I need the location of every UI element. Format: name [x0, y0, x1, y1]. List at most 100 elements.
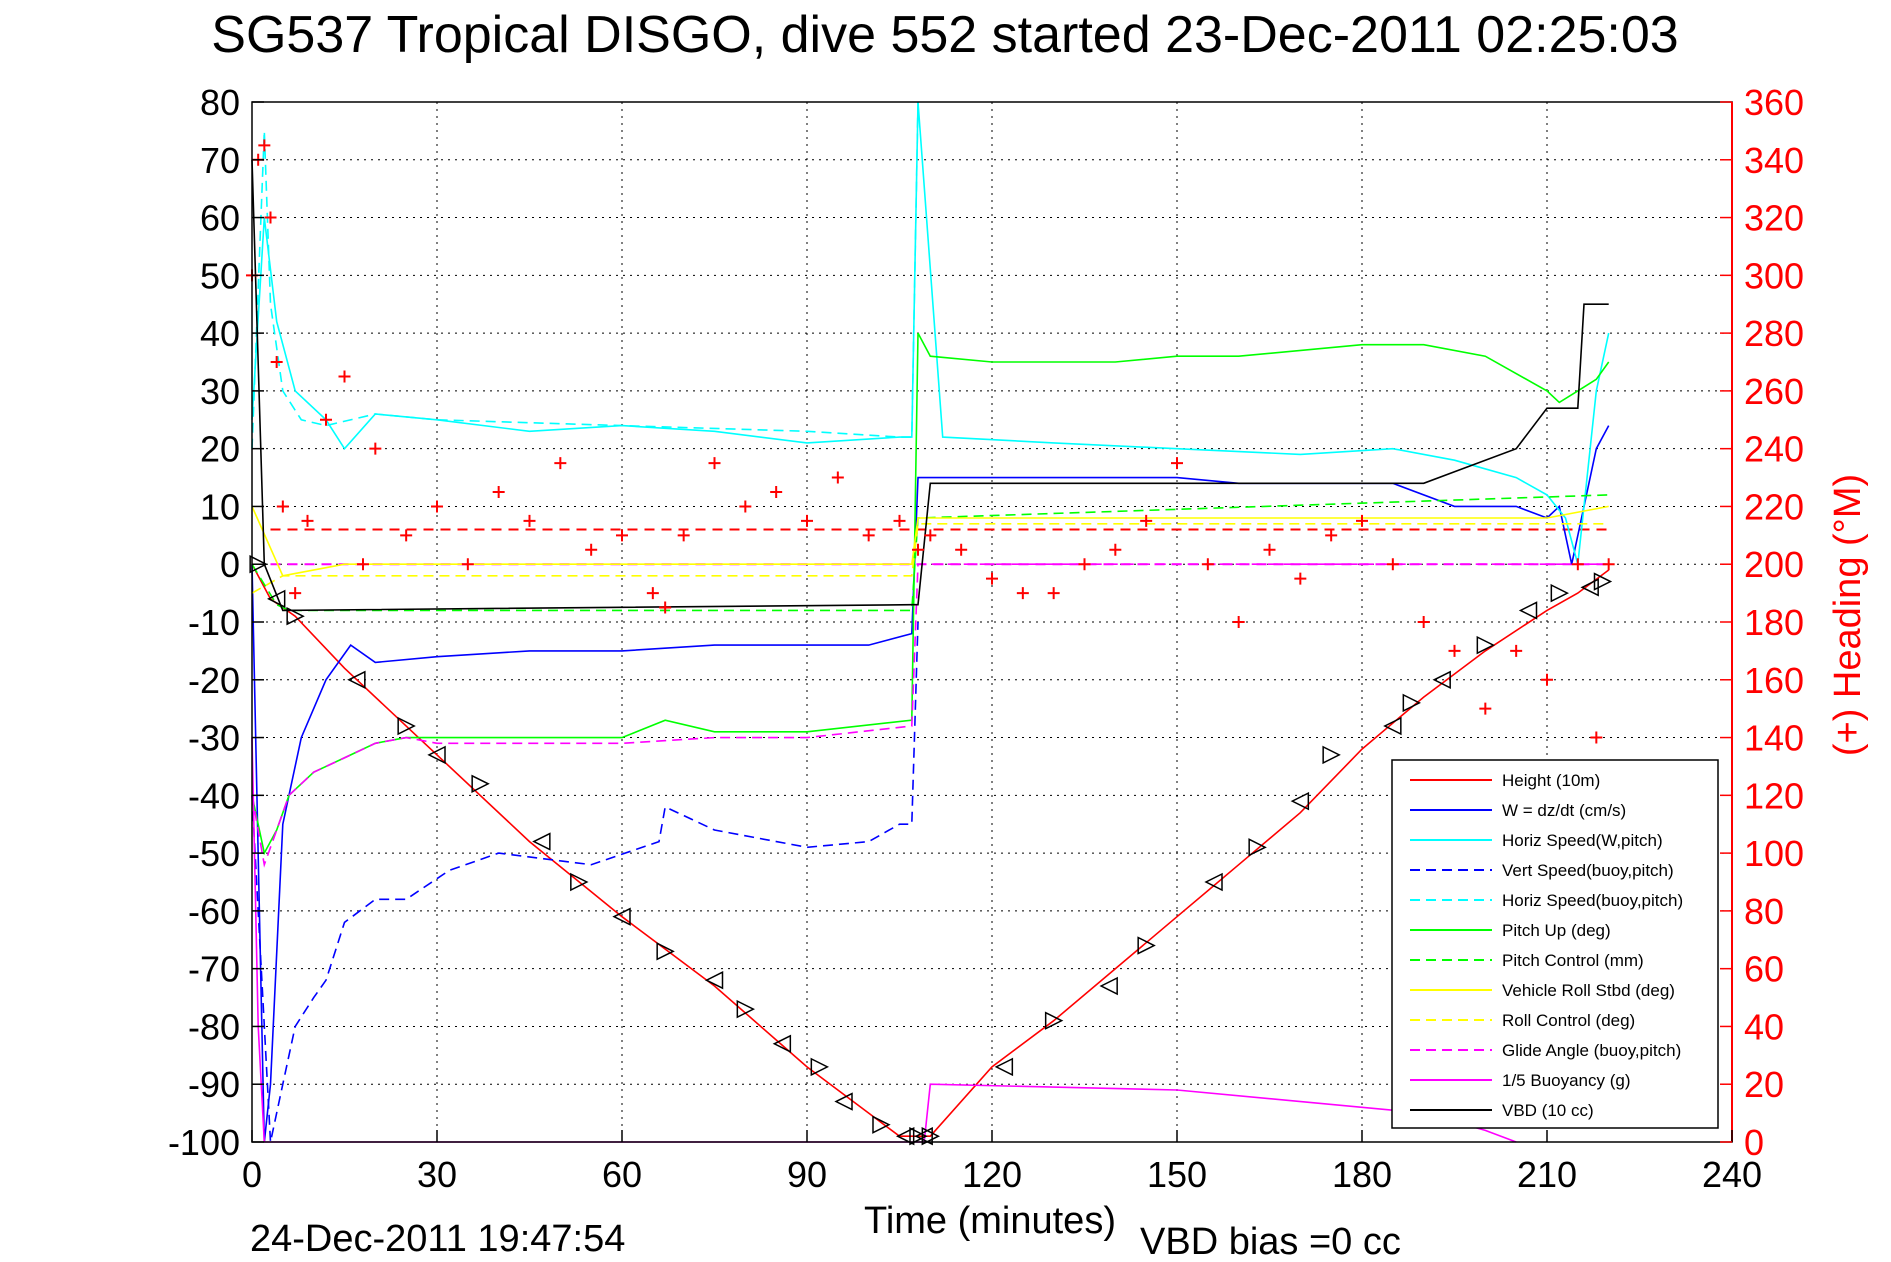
height-triangle-marker — [570, 872, 589, 892]
y-tick-label: -50 — [188, 833, 240, 874]
heading-point — [955, 543, 968, 556]
height-triangle-marker — [1402, 693, 1422, 713]
y-tick-label: -60 — [188, 891, 240, 932]
y2-tick-label: 260 — [1744, 371, 1804, 412]
legend-label: VBD (10 cc) — [1502, 1101, 1594, 1120]
footer-timestamp: 24-Dec-2011 19:47:54 — [250, 1218, 625, 1260]
y2-tick-label: 140 — [1744, 718, 1804, 759]
heading-point — [1047, 587, 1060, 600]
height-triangle-marker — [704, 971, 724, 990]
height-triangle-marker — [266, 589, 286, 609]
heading-point — [1078, 558, 1091, 571]
height-triangle-marker — [736, 999, 756, 1019]
heading-point — [659, 601, 672, 614]
height-triangle-marker — [249, 555, 268, 574]
series-line-2 — [251, 101, 1610, 565]
heading-point — [801, 514, 813, 527]
y2-tick-label: 180 — [1744, 602, 1804, 643]
heading-point — [1201, 558, 1214, 571]
y-tick-label: 60 — [200, 198, 240, 239]
heading-point — [523, 514, 536, 527]
y2-tick-label: 280 — [1744, 313, 1804, 354]
y-tick-label: -80 — [188, 1006, 240, 1047]
x-tick-label: 0 — [242, 1154, 262, 1195]
series-line-8 — [251, 522, 1609, 594]
y-tick-label: -100 — [168, 1122, 240, 1163]
y-tick-label: 70 — [200, 140, 240, 181]
series-line-0 — [251, 563, 1610, 1137]
heading-point — [357, 558, 369, 571]
heading-point — [1263, 543, 1276, 556]
heading-point — [770, 486, 783, 498]
height-triangle-marker — [286, 607, 305, 626]
y2-tick-label: 0 — [1744, 1122, 1764, 1163]
legend-label: Roll Control (deg) — [1502, 1011, 1635, 1030]
heading-point — [320, 413, 332, 426]
y2-axis-label: (+) Heading (°M) — [1827, 474, 1869, 756]
height-triangle-marker — [834, 1092, 853, 1111]
y-tick-label: 10 — [200, 486, 240, 527]
height-triangle-marker — [1550, 583, 1570, 603]
heading-point — [893, 514, 906, 527]
height-triangle-marker — [772, 1034, 792, 1053]
height-triangle-marker — [994, 1057, 1014, 1077]
heading-point — [912, 543, 924, 556]
height-triangle-marker — [909, 1127, 928, 1146]
footer-vbd-bias: VBD bias =0 cc — [1140, 1221, 1401, 1262]
heading-point — [369, 442, 382, 455]
y2-tick-label: 300 — [1744, 255, 1804, 296]
heading-point — [1325, 529, 1338, 542]
heading-point — [264, 211, 277, 224]
y-tick-label: 20 — [200, 429, 240, 470]
legend-label: Glide Angle (buoy,pitch) — [1502, 1041, 1681, 1060]
heading-point — [1016, 587, 1029, 600]
series-line-4 — [251, 101, 919, 449]
heading-point — [616, 529, 628, 542]
heading-point — [1140, 514, 1153, 527]
y2-tick-label: 20 — [1744, 1064, 1784, 1105]
heading-point — [708, 457, 721, 470]
heading-point — [1571, 558, 1584, 571]
heading-point — [1417, 616, 1430, 628]
height-triangle-marker — [895, 1127, 915, 1146]
heading-point — [831, 471, 844, 484]
heading-point — [461, 558, 474, 571]
legend-label: Vehicle Roll Stbd (deg) — [1502, 981, 1675, 1000]
legend-label: 1/5 Buoyancy (g) — [1502, 1071, 1631, 1090]
height-triangle-marker — [1099, 976, 1118, 996]
y-tick-label: 40 — [200, 313, 240, 354]
heading-point — [585, 543, 598, 556]
height-triangle-marker — [1137, 936, 1156, 955]
heading-point — [431, 500, 443, 513]
heading-point — [492, 486, 505, 498]
heading-point — [924, 529, 937, 542]
height-triangle-marker — [656, 942, 675, 961]
x-tick-label: 150 — [1147, 1154, 1207, 1195]
y-tick-label: -20 — [188, 660, 240, 701]
x-tick-label: 180 — [1332, 1154, 1392, 1195]
plot-area — [246, 101, 1615, 1146]
series-line-7 — [251, 505, 1609, 577]
x-axis-label: Time (minutes) — [864, 1200, 1116, 1242]
y2-tick-label: 200 — [1744, 544, 1804, 585]
y2-tick-label: 100 — [1744, 833, 1804, 874]
y2-tick-label: 60 — [1744, 949, 1784, 990]
height-triangle-marker — [427, 745, 446, 765]
heading-point — [1109, 543, 1122, 556]
height-triangle-marker — [1044, 1011, 1064, 1030]
heading-point — [338, 370, 351, 383]
legend-label: Vert Speed(buoy,pitch) — [1502, 861, 1674, 880]
height-triangle-marker — [1204, 872, 1223, 892]
series-line-3 — [251, 621, 919, 1143]
axes: 0 30 60 90 120 150 180 210 24080706050403020100-… — [168, 82, 1804, 1195]
heading-point — [1448, 644, 1461, 657]
x-tick-label: 120 — [962, 1154, 1022, 1195]
heading-point — [739, 500, 752, 513]
y2-tick-label: 80 — [1744, 891, 1784, 932]
x-tick-label: 210 — [1517, 1154, 1577, 1195]
heading-point — [554, 457, 567, 470]
y-tick-label: 0 — [220, 544, 240, 585]
heading-point — [1590, 731, 1603, 744]
heading-point — [1479, 702, 1492, 715]
legend-label: W = dz/dt (cm/s) — [1502, 801, 1626, 820]
